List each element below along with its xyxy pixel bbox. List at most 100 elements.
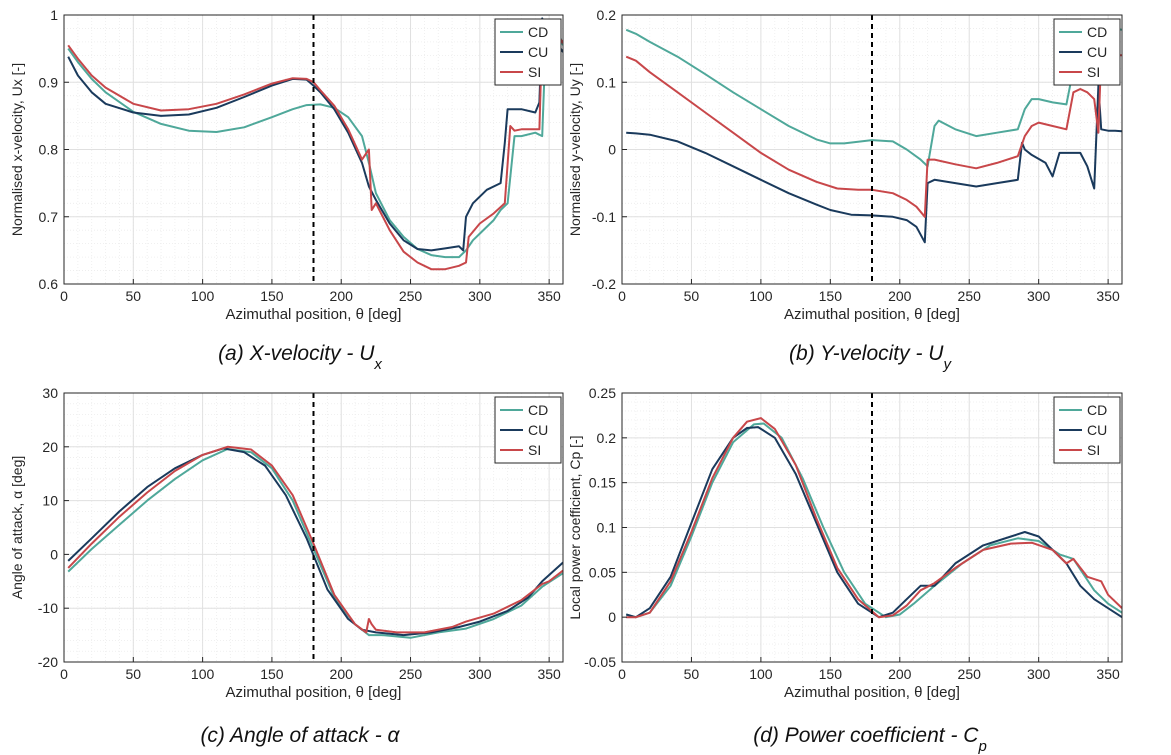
legend-label-CU: CU <box>1087 44 1107 60</box>
y-tick-label: 30 <box>42 385 58 401</box>
subplot-0: 0 50 100 150 200 250 300 350 0.6 0.7 0.8 0.9 1 Azimut… <box>9 7 564 373</box>
legend-label-SI: SI <box>528 64 541 80</box>
x-tick-label: 200 <box>330 288 354 304</box>
y-tick-label: 0 <box>608 609 616 625</box>
x-tick-label: 100 <box>191 666 215 682</box>
y-tick-label: 0.6 <box>39 276 59 292</box>
x-tick-label: 50 <box>126 666 142 682</box>
y-tick-label: 0.1 <box>597 74 617 90</box>
legend-label-CD: CD <box>528 24 548 40</box>
subplot-2: 0 50 100 150 200 250 300 350 -20 -10 0 10 20 30 Azimut… <box>9 385 564 747</box>
legend: CD CU SI <box>1053 18 1121 86</box>
legend-label-SI: SI <box>1087 442 1100 458</box>
axes-frame <box>63 392 564 663</box>
caption-subscript: y <box>942 356 952 373</box>
x-tick-label: 50 <box>126 288 142 304</box>
subplot-1: 0 50 100 150 200 250 300 350 -0.2 -0.1 0 0.1 0.2 Azim… <box>567 7 1123 373</box>
x-tick-label: 0 <box>618 288 626 304</box>
x-tick-label: 300 <box>1027 666 1051 682</box>
legend-label-CU: CU <box>528 44 548 60</box>
x-tick-label: 100 <box>749 666 773 682</box>
x-tick-label: 0 <box>60 288 68 304</box>
x-tick-label: 350 <box>1096 288 1120 304</box>
x-tick-label: 150 <box>260 666 284 682</box>
series-line-SI <box>67 27 563 271</box>
series-line-CD <box>67 20 563 259</box>
y-tick-label: -0.2 <box>592 276 616 292</box>
subplot-caption: (a) X-velocity - Ux <box>218 342 382 373</box>
y-tick-label: 0.2 <box>597 430 617 446</box>
y-tick-label: 0 <box>608 142 616 158</box>
y-axis-label: Angle of attack, α [deg] <box>9 456 25 600</box>
y-axis-label: Normalised y-velocity, Uy [-] <box>567 63 583 236</box>
x-tick-label: 250 <box>399 666 423 682</box>
y-tick-label: 1 <box>50 7 58 23</box>
y-tick-label: 0.1 <box>597 520 617 536</box>
x-tick-label: 0 <box>60 666 68 682</box>
y-axis-label: Local power coefficient, Cp [-] <box>567 435 583 619</box>
x-tick-label: 300 <box>468 666 492 682</box>
legend-label-SI: SI <box>1087 64 1100 80</box>
legend-label-CD: CD <box>1087 24 1107 40</box>
legend-label-CD: CD <box>1087 402 1107 418</box>
y-tick-label: -10 <box>38 600 58 616</box>
legend: CD CU SI <box>494 396 562 464</box>
y-tick-label: -0.05 <box>584 654 616 670</box>
y-tick-label: 0.7 <box>39 209 59 225</box>
x-tick-label: 350 <box>537 288 561 304</box>
x-tick-label: 0 <box>618 666 626 682</box>
y-tick-label: 0.2 <box>597 7 617 23</box>
legend-label-SI: SI <box>528 442 541 458</box>
x-tick-label: 50 <box>684 288 700 304</box>
legend-box <box>1053 18 1121 86</box>
legend-label-CU: CU <box>1087 422 1107 438</box>
y-tick-label: 20 <box>42 439 58 455</box>
series-line-SI <box>626 417 1122 619</box>
x-axis-label: Azimuthal position, θ [deg] <box>784 684 960 701</box>
legend: CD CU SI <box>1053 396 1121 464</box>
x-tick-label: 250 <box>399 288 423 304</box>
legend: CD CU SI <box>494 18 562 86</box>
subplot-caption: (b) Y-velocity - Uy <box>789 342 952 373</box>
y-tick-label: 0.05 <box>589 564 616 580</box>
x-axis-label: Azimuthal position, θ [deg] <box>784 306 960 323</box>
y-axis-label: Normalised x-velocity, Ux [-] <box>9 63 25 236</box>
x-tick-label: 300 <box>468 288 492 304</box>
y-tick-label: -0.1 <box>592 209 616 225</box>
x-tick-label: 100 <box>749 288 773 304</box>
x-tick-label: 250 <box>958 288 982 304</box>
x-tick-label: 350 <box>1096 666 1120 682</box>
x-tick-label: 150 <box>260 288 284 304</box>
legend-label-CD: CD <box>528 402 548 418</box>
subplot-3: 0 50 100 150 200 250 300 350-0.0500.050.10.150.… <box>567 385 1123 755</box>
y-tick-label: 0.9 <box>39 74 59 90</box>
x-axis-label: Azimuthal position, θ [deg] <box>226 684 402 701</box>
series-line-CU <box>626 84 1122 244</box>
series-line-CD <box>67 448 563 639</box>
x-tick-label: 300 <box>1027 288 1051 304</box>
x-tick-label: 150 <box>819 288 843 304</box>
series-line-SI <box>67 445 563 634</box>
y-tick-label: 0.8 <box>39 142 59 158</box>
series-line-CU <box>67 17 563 252</box>
y-tick-label: 0 <box>50 546 58 562</box>
x-axis-label: Azimuthal position, θ [deg] <box>226 306 402 323</box>
x-tick-label: 100 <box>191 288 215 304</box>
caption-subscript: p <box>977 738 986 755</box>
x-tick-label: 200 <box>330 666 354 682</box>
y-tick-label: 0.25 <box>589 385 616 401</box>
x-tick-label: 150 <box>819 666 843 682</box>
y-tick-label: 10 <box>42 493 58 509</box>
y-tick-label: 0.15 <box>589 475 616 491</box>
x-tick-label: 200 <box>888 288 912 304</box>
legend-label-CU: CU <box>528 422 548 438</box>
subplot-caption: (c) Angle of attack - α <box>200 724 400 747</box>
caption-subscript: x <box>373 356 382 373</box>
series-line-CU <box>67 447 563 637</box>
x-tick-label: 350 <box>537 666 561 682</box>
x-tick-label: 200 <box>888 666 912 682</box>
subplot-caption: (d) Power coefficient - Cp <box>753 724 987 755</box>
x-tick-label: 50 <box>684 666 700 682</box>
y-tick-label: -20 <box>38 654 58 670</box>
